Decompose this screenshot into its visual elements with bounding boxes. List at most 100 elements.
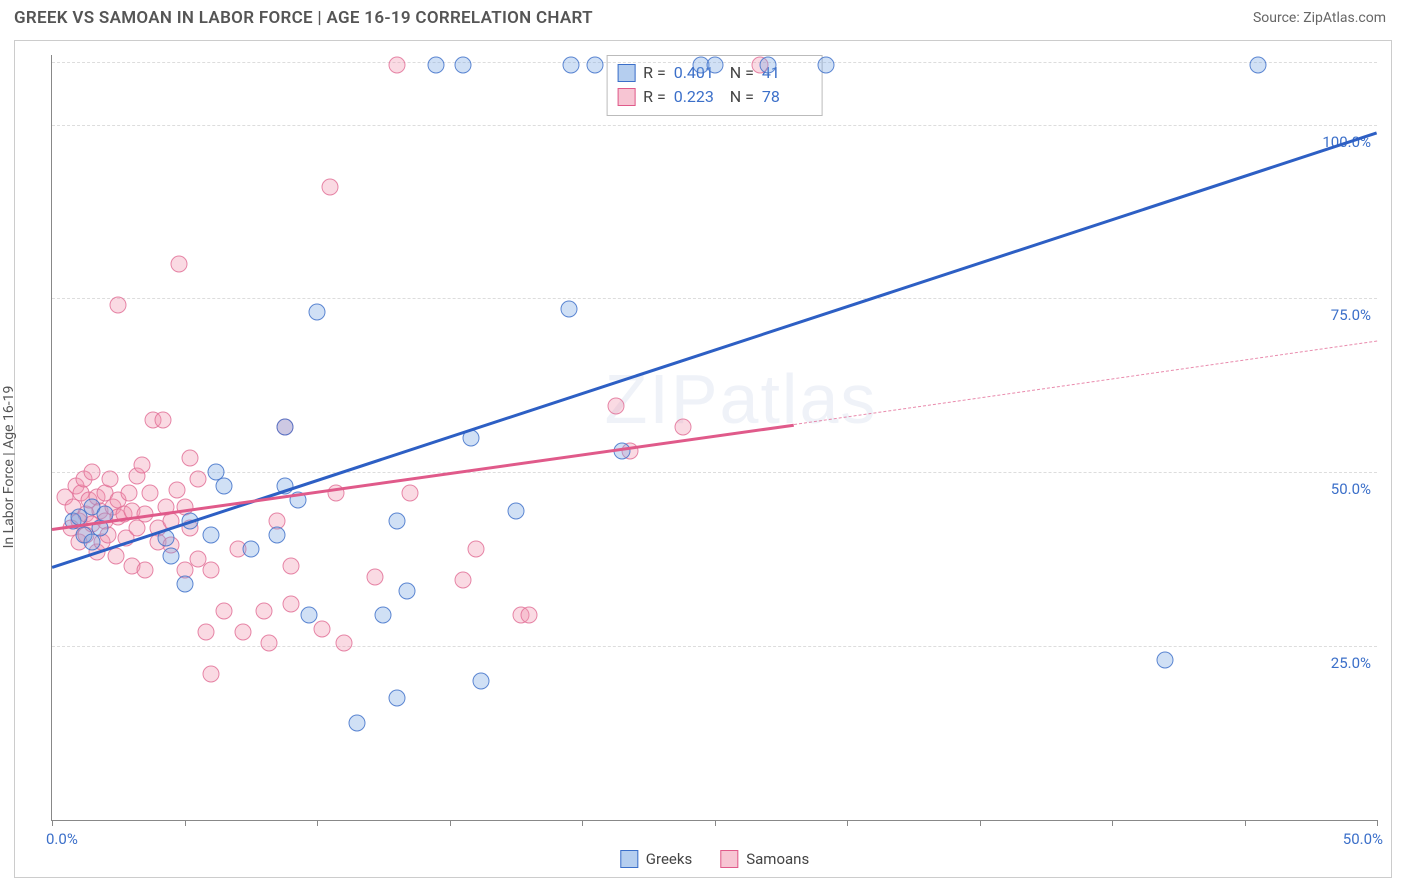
x-tick <box>1245 820 1246 826</box>
chart-container: In Labor Force | Age 16-19 ZIPatlas R = … <box>14 40 1392 878</box>
stats-row-samoans: R = 0.223 N = 78 <box>617 85 810 109</box>
swatch-pink-icon <box>720 850 738 868</box>
data-point <box>242 540 259 557</box>
data-point <box>216 603 233 620</box>
x-tick <box>582 820 583 826</box>
gridline-h <box>52 298 1377 299</box>
source-attribution: Source: ZipAtlas.com <box>1253 10 1386 26</box>
data-point <box>367 568 384 585</box>
trend-line <box>52 132 1378 569</box>
data-point <box>234 624 251 641</box>
data-point <box>120 485 137 502</box>
stat-n-value-samoans: 78 <box>762 85 810 109</box>
plot-area: ZIPatlas R = 0.401 N = 41 R = 0.223 N = … <box>51 55 1377 821</box>
data-point <box>560 300 577 317</box>
data-point <box>181 450 198 467</box>
data-point <box>608 398 625 415</box>
data-point <box>1249 57 1266 74</box>
stat-r-label: R = <box>643 85 666 109</box>
data-point <box>168 481 185 498</box>
data-point <box>134 457 151 474</box>
swatch-pink-icon <box>617 88 635 106</box>
data-point <box>473 672 490 689</box>
data-point <box>155 412 172 429</box>
trend-line <box>52 424 794 531</box>
data-point <box>203 526 220 543</box>
data-point <box>563 57 580 74</box>
data-point <box>375 606 392 623</box>
data-point <box>613 443 630 460</box>
data-point <box>399 582 416 599</box>
x-tick <box>1377 820 1378 826</box>
data-point <box>454 572 471 589</box>
data-point <box>314 620 331 637</box>
data-point <box>171 255 188 272</box>
y-tick-label: 50.0% <box>1331 480 1371 498</box>
x-tick <box>715 820 716 826</box>
data-point <box>277 419 294 436</box>
data-point <box>102 471 119 488</box>
data-point <box>110 297 127 314</box>
data-point <box>388 512 405 529</box>
x-tick <box>1112 820 1113 826</box>
data-point <box>428 57 445 74</box>
legend-item-samoans: Samoans <box>720 850 809 868</box>
y-tick-label: 25.0% <box>1331 654 1371 672</box>
data-point <box>282 558 299 575</box>
x-tick <box>185 820 186 826</box>
data-point <box>136 561 153 578</box>
data-point <box>401 485 418 502</box>
data-point <box>203 561 220 578</box>
legend-item-greeks: Greeks <box>620 850 692 868</box>
data-point <box>309 304 326 321</box>
data-point <box>256 603 273 620</box>
data-point <box>388 57 405 74</box>
data-point <box>163 547 180 564</box>
x-tick <box>847 820 848 826</box>
swatch-blue-icon <box>620 850 638 868</box>
legend-label-greeks: Greeks <box>646 850 692 868</box>
stat-r-label: R = <box>643 61 666 85</box>
legend: Greeks Samoans <box>620 850 809 868</box>
data-point <box>348 714 365 731</box>
swatch-blue-icon <box>617 64 635 82</box>
data-point <box>322 179 339 196</box>
x-tick <box>980 820 981 826</box>
data-point <box>83 464 100 481</box>
stat-r-value-samoans: 0.223 <box>674 85 722 109</box>
legend-label-samoans: Samoans <box>746 850 809 868</box>
gridline-h <box>52 646 1377 647</box>
x-tick <box>317 820 318 826</box>
data-point <box>176 575 193 592</box>
data-point <box>388 690 405 707</box>
data-point <box>521 606 538 623</box>
x-axis-end-label: 50.0% <box>1343 830 1383 848</box>
data-point <box>261 634 278 651</box>
trend-line <box>794 340 1377 424</box>
data-point <box>189 471 206 488</box>
y-axis-label: In Labor Force | Age 16-19 <box>1 386 17 549</box>
gridline-h <box>52 472 1377 473</box>
data-point <box>269 526 286 543</box>
data-point <box>507 502 524 519</box>
y-tick-label: 75.0% <box>1331 306 1371 324</box>
x-axis-origin-label: 0.0% <box>46 830 78 848</box>
chart-title: GREEK VS SAMOAN IN LABOR FORCE | AGE 16-… <box>14 8 593 28</box>
data-point <box>1157 652 1174 669</box>
data-point <box>759 57 776 74</box>
data-point <box>674 419 691 436</box>
x-tick <box>52 820 53 826</box>
gridline-h <box>52 125 1377 126</box>
data-point <box>335 634 352 651</box>
data-point <box>301 606 318 623</box>
data-point <box>197 624 214 641</box>
data-point <box>282 596 299 613</box>
data-point <box>454 57 471 74</box>
stat-n-label: N = <box>730 85 754 109</box>
data-point <box>107 547 124 564</box>
data-point <box>216 478 233 495</box>
data-point <box>817 57 834 74</box>
data-point <box>203 665 220 682</box>
data-point <box>587 57 604 74</box>
x-tick <box>450 820 451 826</box>
